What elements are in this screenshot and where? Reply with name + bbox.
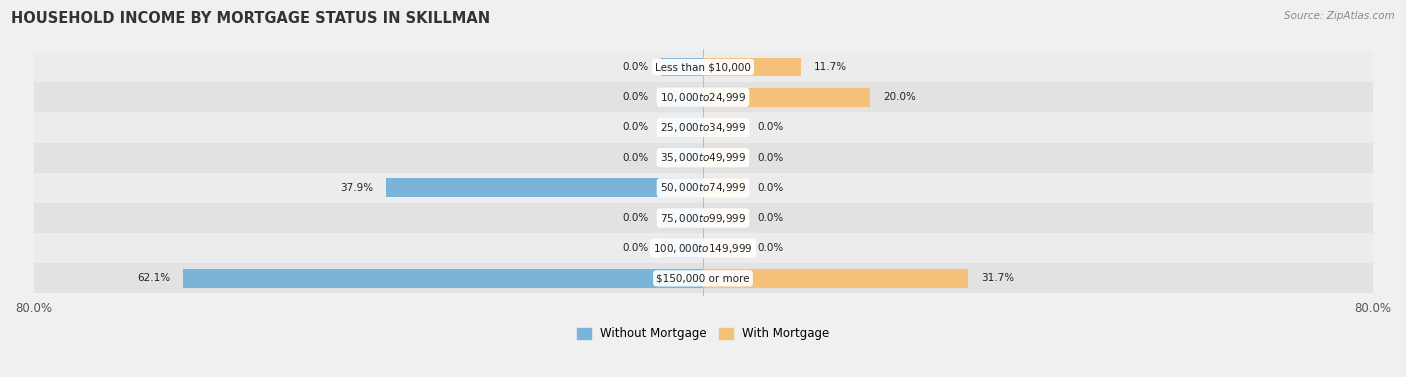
Bar <box>34 233 1372 263</box>
Bar <box>34 52 1372 82</box>
Text: 0.0%: 0.0% <box>758 213 783 223</box>
Bar <box>703 58 801 77</box>
Text: 0.0%: 0.0% <box>758 153 783 162</box>
Text: $10,000 to $24,999: $10,000 to $24,999 <box>659 91 747 104</box>
Bar <box>34 263 1372 293</box>
Text: 31.7%: 31.7% <box>981 273 1014 284</box>
Text: 37.9%: 37.9% <box>340 183 373 193</box>
Text: 62.1%: 62.1% <box>138 273 170 284</box>
Bar <box>661 208 703 227</box>
Text: 0.0%: 0.0% <box>623 62 648 72</box>
Bar <box>703 118 745 137</box>
Text: 20.0%: 20.0% <box>883 92 915 102</box>
Text: 0.0%: 0.0% <box>758 123 783 132</box>
Text: 0.0%: 0.0% <box>758 243 783 253</box>
Bar <box>661 118 703 137</box>
Text: $150,000 or more: $150,000 or more <box>657 273 749 284</box>
Bar <box>703 269 969 288</box>
Text: HOUSEHOLD INCOME BY MORTGAGE STATUS IN SKILLMAN: HOUSEHOLD INCOME BY MORTGAGE STATUS IN S… <box>11 11 491 26</box>
Text: $35,000 to $49,999: $35,000 to $49,999 <box>659 151 747 164</box>
Text: $50,000 to $74,999: $50,000 to $74,999 <box>659 181 747 194</box>
Text: 0.0%: 0.0% <box>623 213 648 223</box>
Bar <box>703 148 745 167</box>
Bar <box>703 88 870 107</box>
Text: 0.0%: 0.0% <box>623 153 648 162</box>
Bar <box>34 203 1372 233</box>
Bar <box>661 58 703 77</box>
Bar <box>703 239 745 257</box>
Text: $75,000 to $99,999: $75,000 to $99,999 <box>659 211 747 224</box>
Text: 11.7%: 11.7% <box>814 62 846 72</box>
Bar <box>34 173 1372 203</box>
Bar <box>385 178 703 197</box>
Text: Source: ZipAtlas.com: Source: ZipAtlas.com <box>1284 11 1395 21</box>
Text: Less than $10,000: Less than $10,000 <box>655 62 751 72</box>
Bar <box>703 208 745 227</box>
Bar <box>661 239 703 257</box>
Bar <box>34 112 1372 143</box>
Legend: Without Mortgage, With Mortgage: Without Mortgage, With Mortgage <box>572 323 834 345</box>
Bar <box>661 148 703 167</box>
Text: 0.0%: 0.0% <box>623 92 648 102</box>
Bar <box>34 143 1372 173</box>
Bar <box>183 269 703 288</box>
Text: 0.0%: 0.0% <box>623 243 648 253</box>
Bar <box>661 88 703 107</box>
Text: $25,000 to $34,999: $25,000 to $34,999 <box>659 121 747 134</box>
Text: 0.0%: 0.0% <box>623 123 648 132</box>
Text: $100,000 to $149,999: $100,000 to $149,999 <box>654 242 752 255</box>
Bar <box>703 178 745 197</box>
Bar <box>34 82 1372 112</box>
Text: 0.0%: 0.0% <box>758 183 783 193</box>
